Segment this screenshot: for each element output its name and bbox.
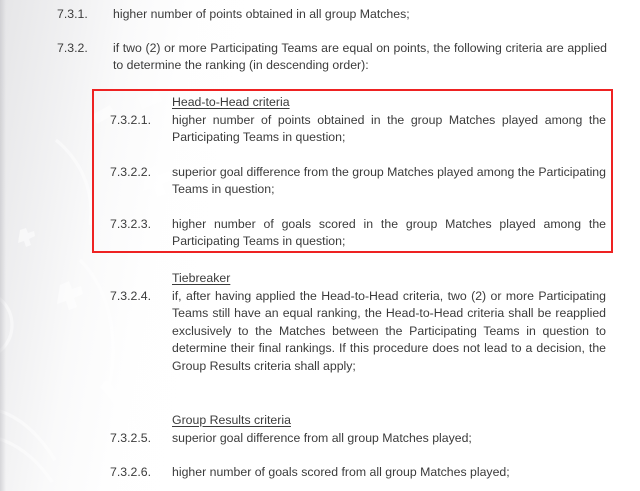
clause-7-3-2-3: 7.3.2.3. higher number of goals scored i… [110,216,608,251]
clause-text: higher number of goals scored from all g… [172,465,510,479]
clause-number: 7.3.2.4. [110,289,152,303]
subheading-head-to-head: Head-to-Head criteria [172,95,290,109]
clause-text: if, after having applied the Head-to-Hea… [172,289,606,373]
clause-7-3-1: 7.3.1. higher number of points obtained … [57,6,609,23]
clause-7-3-2-2: 7.3.2.2. superior goal difference from t… [110,164,608,199]
clause-number: 7.3.2. [57,41,88,55]
clause-text: if two (2) or more Participating Teams a… [113,41,607,73]
clause-number: 7.3.2.3. [110,217,152,231]
clause-text: higher number of points obtained in the … [172,113,606,145]
clause-7-3-2-5: 7.3.2.5. superior goal difference from a… [110,430,608,447]
clause-text: superior goal difference from all group … [172,431,472,445]
clause-number: 7.3.2.5. [110,431,152,445]
clause-number: 7.3.2.2. [110,165,152,179]
clause-text: higher number of goals scored in the gro… [172,217,606,249]
clause-7-3-2: 7.3.2. if two (2) or more Participating … [57,40,607,75]
clause-number: 7.3.2.6. [110,465,152,479]
subheading-group-results: Group Results criteria [172,413,291,427]
clause-text: superior goal difference from the group … [172,165,606,197]
clause-text: higher number of points obtained in all … [113,7,410,21]
clause-7-3-2-4: 7.3.2.4. if, after having applied the He… [110,288,608,375]
subheading-tiebreaker: Tiebreaker [172,271,231,285]
clause-number: 7.3.1. [57,7,88,21]
clause-number: 7.3.2.1. [110,113,152,127]
clause-7-3-2-6: 7.3.2.6. higher number of goals scored f… [110,464,608,481]
clause-7-3-2-1: 7.3.2.1. higher number of points obtaine… [110,112,608,147]
